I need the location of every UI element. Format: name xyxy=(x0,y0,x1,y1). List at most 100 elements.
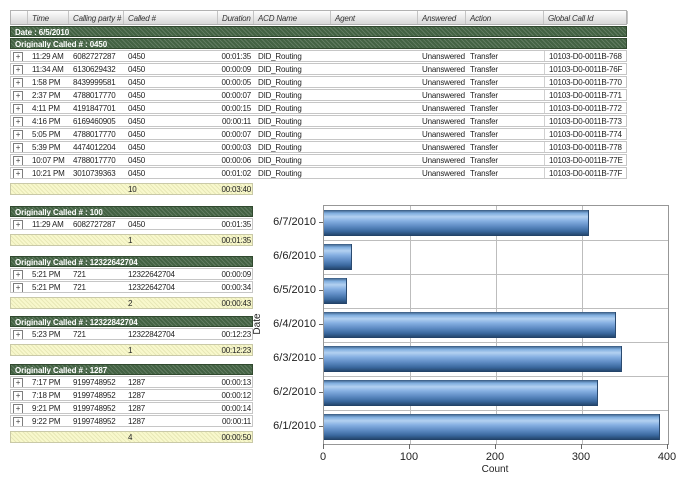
expand-row-button[interactable]: + xyxy=(13,78,23,87)
table-row: +10:21 PM 3010739363 0450 00:01:02 DID_Routi… xyxy=(10,167,627,179)
cell-global-call-id: 10103-D0-0011B-77F xyxy=(544,168,628,178)
cell-action: Transfer xyxy=(470,130,498,139)
cell-answered: Unanswered xyxy=(422,65,465,74)
column-header-calling-party[interactable]: Calling party # xyxy=(69,11,124,24)
column-header-time[interactable]: Time xyxy=(28,11,69,24)
expand-cell: + xyxy=(11,103,28,113)
cell-answered: Unanswered xyxy=(422,169,465,178)
cell-called: 0450 xyxy=(128,220,145,229)
cell-called: 0450 xyxy=(128,104,145,113)
column-header-acd-name[interactable]: ACD Name xyxy=(254,11,331,24)
cell-acd-name: DID_Routing xyxy=(258,52,302,61)
cell-time: 11:29 AM xyxy=(32,52,64,61)
cell-global-call-id: 10103-D0-0011B-770 xyxy=(544,77,628,87)
expand-row-button[interactable]: + xyxy=(13,156,23,165)
cell-agent xyxy=(331,90,418,100)
column-header-answered[interactable]: Answered xyxy=(418,11,466,24)
column-header-duration[interactable]: Duration xyxy=(218,11,254,24)
horizontal-gridline xyxy=(324,342,668,343)
cell-action: Transfer xyxy=(470,156,498,165)
x-axis-tick-label: 100 xyxy=(399,451,419,463)
cell-action: Transfer xyxy=(470,169,498,178)
cell-duration: 00:01:35 xyxy=(221,52,251,61)
table-row: +1:58 PM 8439999581 0450 00:00:05 DID_Routin… xyxy=(10,76,627,88)
column-header-called[interactable]: Called # xyxy=(124,11,218,24)
y-axis-tick-label: 6/2/2010 xyxy=(273,386,316,398)
summary-spacer xyxy=(69,298,124,308)
y-axis-tick xyxy=(319,324,323,325)
cell-agent xyxy=(331,103,418,113)
expand-row-button[interactable]: + xyxy=(13,378,23,387)
cell-called: 0450 xyxy=(128,130,145,139)
summary-spacer xyxy=(69,432,124,442)
cell-agent xyxy=(331,77,418,87)
expand-row-button[interactable]: + xyxy=(13,417,23,426)
summary-total-duration: 00:03:40 xyxy=(221,185,251,194)
expand-row-button[interactable]: + xyxy=(13,330,23,339)
cell-duration: 00:00:11 xyxy=(222,117,251,126)
expand-row-button[interactable]: + xyxy=(13,143,23,152)
cell-calling-party: 4788017770 xyxy=(73,130,116,139)
cell-called: 0450 xyxy=(128,143,145,152)
summary-total-duration: 00:00:43 xyxy=(221,299,251,308)
cell-duration: 00:01:02 xyxy=(221,169,251,178)
chart-bar xyxy=(324,312,616,338)
expand-cell: + xyxy=(11,155,28,165)
expand-row-button[interactable]: + xyxy=(13,220,23,229)
originally-called-group-header: Originally Called # : 1287 xyxy=(10,364,253,375)
group-summary-row: 2 00:00:43 xyxy=(10,297,253,309)
summary-spacer xyxy=(69,235,124,245)
expand-cell: + xyxy=(11,403,28,413)
cell-acd-name: DID_Routing xyxy=(258,169,302,178)
column-header-action[interactable]: Action xyxy=(466,11,544,24)
expand-row-button[interactable]: + xyxy=(13,130,23,139)
cell-calling-party: 9199748952 xyxy=(73,391,116,400)
group-summary-row: 1 00:01:35 xyxy=(10,234,253,246)
cell-answered: Unanswered xyxy=(422,130,465,139)
originally-called-group-header: Originally Called # : 0450 xyxy=(10,38,627,49)
expand-row-button[interactable]: + xyxy=(13,52,23,61)
cell-calling-party: 4474012204 xyxy=(73,143,116,152)
expand-cell: + xyxy=(11,329,28,339)
cell-calling-party: 6169460905 xyxy=(73,117,116,126)
cell-duration: 00:00:05 xyxy=(221,78,251,87)
cell-time: 9:21 PM xyxy=(32,404,61,413)
summary-spacer xyxy=(69,184,124,194)
column-header-agent[interactable]: Agent xyxy=(331,11,418,24)
summary-spacer xyxy=(28,184,69,194)
x-axis-tick xyxy=(495,444,496,449)
expand-row-button[interactable]: + xyxy=(13,91,23,100)
summary-call-count: 2 xyxy=(128,299,133,308)
expand-row-button[interactable]: + xyxy=(13,169,23,178)
cell-calling-party: 721 xyxy=(73,283,86,292)
cell-called: 12322642704 xyxy=(128,283,175,292)
summary-total-duration: 00:00:50 xyxy=(221,433,251,442)
cell-time: 5:39 PM xyxy=(32,143,61,152)
table-row: +11:29 AM 6082727287 0450 00:01:35 xyxy=(10,218,253,230)
cell-acd-name: DID_Routing xyxy=(258,104,302,113)
table-row: +5:39 PM 4474012204 0450 00:00:03 DID_Routin… xyxy=(10,141,627,153)
expand-cell: + xyxy=(11,142,28,152)
expand-cell: + xyxy=(11,129,28,139)
summary-spacer xyxy=(11,432,28,442)
cell-called: 1287 xyxy=(128,378,145,387)
expand-row-button[interactable]: + xyxy=(13,404,23,413)
expand-row-button[interactable]: + xyxy=(13,270,23,279)
expand-row-button[interactable]: + xyxy=(13,283,23,292)
expand-row-button[interactable]: + xyxy=(13,65,23,74)
expand-row-button[interactable]: + xyxy=(13,391,23,400)
expand-row-button[interactable]: + xyxy=(13,104,23,113)
cell-time: 10:07 PM xyxy=(32,156,65,165)
expand-row-button[interactable]: + xyxy=(13,117,23,126)
chart-bar xyxy=(324,278,347,304)
cell-duration: 00:00:07 xyxy=(221,130,251,139)
y-axis-tick xyxy=(319,392,323,393)
cell-called: 0450 xyxy=(128,169,145,178)
column-header-global-call-id[interactable]: Global Call Id xyxy=(544,11,628,24)
cell-duration: 00:00:09 xyxy=(221,65,251,74)
cell-called: 1287 xyxy=(128,417,145,426)
y-axis-tick xyxy=(319,358,323,359)
column-header-blank[interactable] xyxy=(11,11,28,24)
summary-spacer xyxy=(69,345,124,355)
